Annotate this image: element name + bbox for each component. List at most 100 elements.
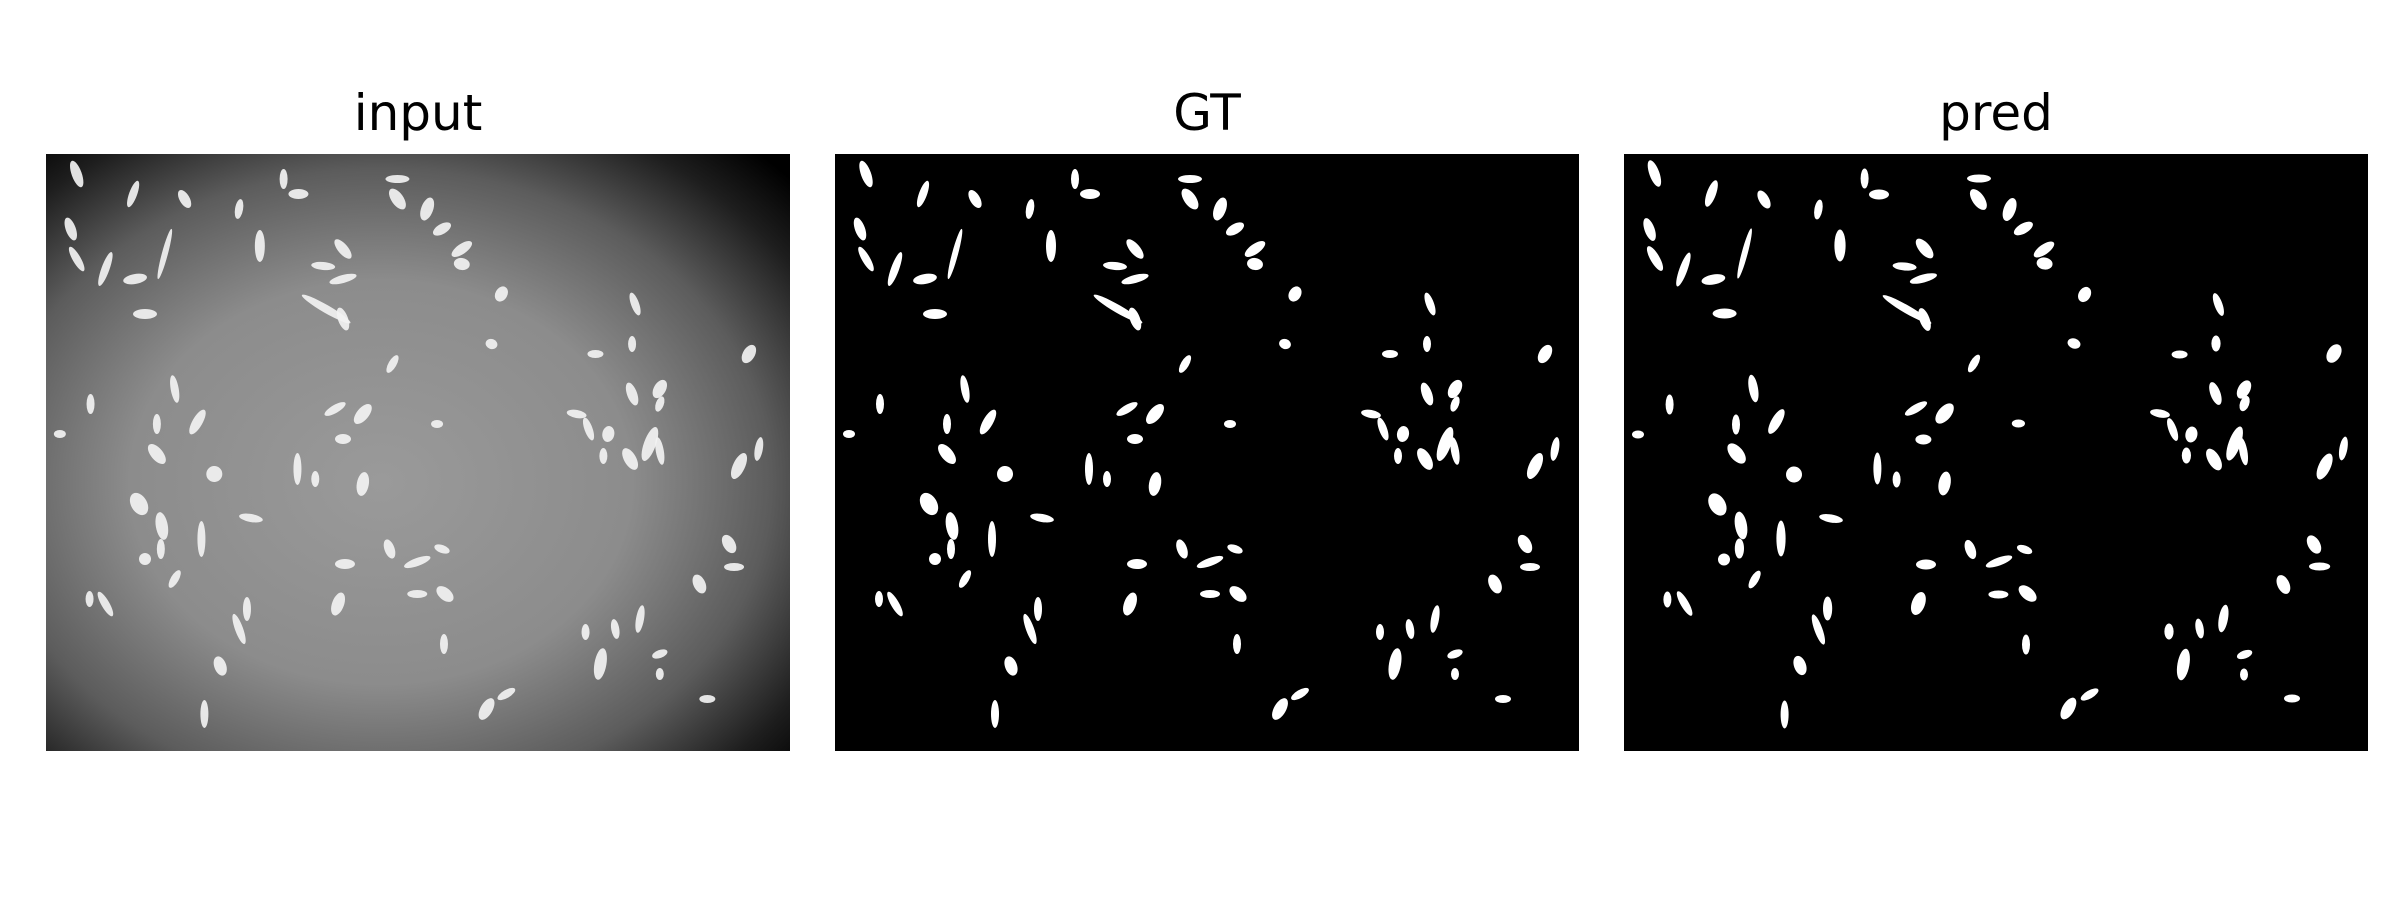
cell-blob	[2067, 338, 2081, 349]
cell-blob	[242, 597, 251, 621]
input-image	[46, 154, 790, 751]
cell-blob	[1023, 613, 1037, 645]
cell-blob	[2240, 668, 2248, 681]
cell-blob	[1034, 597, 1042, 621]
panel-input: input	[46, 0, 790, 900]
cell-blob	[1247, 257, 1263, 271]
cell-blob	[1860, 168, 1869, 189]
cell-blob	[1128, 307, 1142, 331]
cell-blob	[404, 555, 431, 569]
cell-blob	[1665, 394, 1674, 415]
cell-blob	[436, 586, 454, 602]
cell-blob	[206, 466, 223, 482]
cell-blob	[1394, 448, 1402, 464]
cell-blob	[1291, 687, 1309, 701]
cell-blob	[1227, 544, 1243, 554]
cell-blob	[2150, 409, 2170, 418]
cell-blob	[356, 472, 370, 496]
cell-blob	[1520, 563, 1540, 571]
gt-binary-mask	[835, 154, 1579, 751]
cell-blob	[2236, 380, 2252, 399]
cell-blob	[947, 228, 963, 280]
cell-blob	[2078, 286, 2092, 303]
cell-blob	[599, 448, 608, 464]
cell-blob	[602, 426, 615, 442]
cell-blob	[1495, 695, 1511, 703]
cell-blob	[334, 239, 352, 259]
cell-blob	[1178, 355, 1192, 373]
cell-blob	[168, 570, 181, 588]
cell-blob	[1127, 434, 1143, 444]
cell-blob	[1988, 590, 2009, 599]
cell-blob	[311, 261, 336, 271]
cell-blob	[1229, 586, 1247, 602]
cell-blob	[334, 559, 355, 569]
cell-blob	[2326, 344, 2342, 363]
cell-blob	[628, 336, 637, 352]
cell-blob	[843, 430, 855, 438]
cell-blob	[1869, 189, 1889, 200]
cell-blob	[1436, 426, 1454, 462]
cell-blob	[336, 307, 350, 331]
cell-blob	[1123, 592, 1137, 616]
cell-blob	[434, 544, 450, 554]
cell-blob	[1727, 443, 1746, 464]
cell-blob	[887, 252, 903, 286]
cell-blob	[2238, 437, 2249, 466]
cell-blob	[1450, 437, 1460, 465]
cell-blob	[170, 375, 180, 403]
cell-blob	[1985, 555, 2013, 568]
cell-blob	[1196, 555, 1224, 569]
cell-blob	[335, 434, 351, 444]
cell-blob	[1071, 169, 1079, 189]
cell-blob	[923, 309, 947, 319]
cell-blob	[1116, 402, 1138, 416]
cell-blob	[288, 189, 309, 199]
cell-blob	[655, 437, 665, 465]
cell-blob	[610, 619, 620, 639]
cell-blob	[1873, 452, 1882, 485]
cell-blob	[960, 375, 970, 403]
cell-blob	[1200, 590, 1220, 598]
cell-blob	[1704, 180, 1718, 207]
cell-blob	[1768, 409, 1785, 434]
cell-blob	[2002, 198, 2017, 221]
cell-blob	[485, 338, 498, 350]
cell-blob	[1103, 471, 1111, 487]
cell-blob	[2195, 618, 2204, 639]
cell-blob	[1420, 382, 1434, 406]
cell-blob	[2022, 634, 2030, 655]
cell-blob	[1915, 238, 1934, 259]
cell-blob	[1272, 698, 1288, 720]
cell-blob	[1718, 553, 1730, 566]
cell-blob	[724, 563, 745, 571]
cell-blob	[929, 553, 941, 565]
cell-blob	[2316, 453, 2333, 480]
cell-blob	[234, 199, 244, 219]
cell-blob	[2284, 694, 2300, 703]
cell-blob	[2338, 436, 2348, 461]
cell-blob	[916, 180, 930, 208]
cell-blob	[2060, 697, 2077, 720]
cell-blob	[581, 624, 590, 640]
cell-blob	[388, 188, 406, 210]
cell-blob	[938, 444, 956, 464]
cell-blob	[2211, 335, 2221, 352]
cell-blob	[1915, 434, 1932, 445]
cell-blob	[1892, 262, 1917, 271]
cell-blob	[1663, 591, 1672, 608]
cell-blob	[1550, 437, 1560, 461]
cell-blob	[1382, 350, 1398, 358]
cell-blob	[69, 160, 84, 188]
panel-gt: GT	[835, 0, 1579, 900]
cell-blob	[1967, 354, 1981, 373]
cell-blob	[157, 228, 173, 280]
cell-blob	[887, 591, 903, 617]
cell-blob	[1526, 453, 1544, 479]
cell-blob	[622, 448, 639, 470]
cell-blob	[1488, 574, 1502, 594]
cell-blob	[2218, 604, 2229, 633]
cell-blob	[1225, 222, 1245, 236]
cell-blob	[200, 700, 209, 728]
cell-blob	[1279, 338, 1291, 350]
